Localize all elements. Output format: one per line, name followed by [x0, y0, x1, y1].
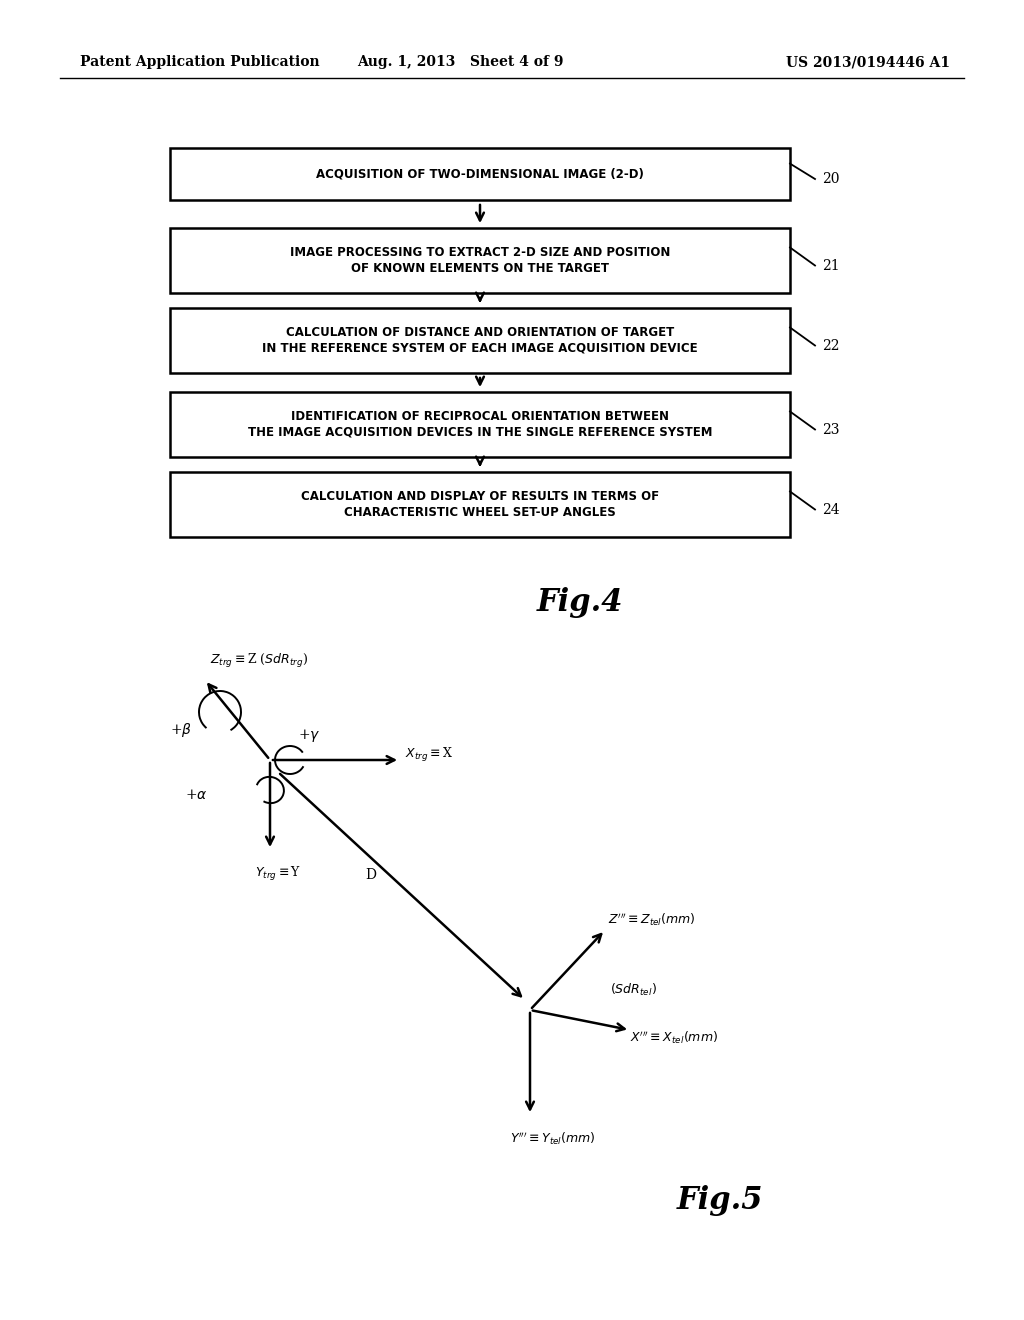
Text: Patent Application Publication: Patent Application Publication — [80, 55, 319, 69]
Text: Fig.4: Fig.4 — [537, 587, 624, 618]
Text: D: D — [365, 869, 376, 882]
Text: IDENTIFICATION OF RECIPROCAL ORIENTATION BETWEEN
THE IMAGE ACQUISITION DEVICES I: IDENTIFICATION OF RECIPROCAL ORIENTATION… — [248, 411, 713, 438]
Text: $Y'''\equiv Y_{tel}(mm)$: $Y'''\equiv Y_{tel}(mm)$ — [510, 1130, 596, 1147]
Text: +$\gamma$: +$\gamma$ — [298, 726, 321, 743]
Text: $Z'''\equiv Z_{tel}(mm)$: $Z'''\equiv Z_{tel}(mm)$ — [608, 912, 695, 928]
FancyBboxPatch shape — [170, 308, 790, 374]
Text: IMAGE PROCESSING TO EXTRACT 2-D SIZE AND POSITION
OF KNOWN ELEMENTS ON THE TARGE: IMAGE PROCESSING TO EXTRACT 2-D SIZE AND… — [290, 247, 670, 275]
Text: 24: 24 — [822, 503, 840, 516]
FancyBboxPatch shape — [170, 148, 790, 201]
FancyBboxPatch shape — [170, 392, 790, 457]
Text: 23: 23 — [822, 422, 840, 437]
Text: Aug. 1, 2013   Sheet 4 of 9: Aug. 1, 2013 Sheet 4 of 9 — [356, 55, 563, 69]
Text: $X'''\equiv X_{tel}(mm)$: $X'''\equiv X_{tel}(mm)$ — [630, 1030, 718, 1047]
Text: CALCULATION AND DISPLAY OF RESULTS IN TERMS OF
CHARACTERISTIC WHEEL SET-UP ANGLE: CALCULATION AND DISPLAY OF RESULTS IN TE… — [301, 491, 659, 519]
FancyBboxPatch shape — [170, 228, 790, 293]
Text: 20: 20 — [822, 172, 840, 186]
Text: US 2013/0194446 A1: US 2013/0194446 A1 — [786, 55, 950, 69]
Text: 21: 21 — [822, 259, 840, 272]
Text: $(SdR_{tel})$: $(SdR_{tel})$ — [610, 982, 656, 998]
Text: $Y_{trg}$$\equiv$Y: $Y_{trg}$$\equiv$Y — [255, 865, 301, 883]
FancyBboxPatch shape — [170, 473, 790, 537]
Text: 22: 22 — [822, 338, 840, 352]
Text: +$\alpha$: +$\alpha$ — [185, 788, 208, 803]
Text: CALCULATION OF DISTANCE AND ORIENTATION OF TARGET
IN THE REFERENCE SYSTEM OF EAC: CALCULATION OF DISTANCE AND ORIENTATION … — [262, 326, 697, 355]
Text: $X_{trg}$$\equiv$X: $X_{trg}$$\equiv$X — [406, 746, 454, 764]
Text: Fig.5: Fig.5 — [677, 1184, 763, 1216]
Text: ACQUISITION OF TWO-DIMENSIONAL IMAGE (2-D): ACQUISITION OF TWO-DIMENSIONAL IMAGE (2-… — [316, 168, 644, 181]
Text: $Z_{trg}$$\equiv$Z ($SdR_{trg}$): $Z_{trg}$$\equiv$Z ($SdR_{trg}$) — [210, 652, 308, 671]
Text: +$\beta$: +$\beta$ — [170, 721, 193, 739]
